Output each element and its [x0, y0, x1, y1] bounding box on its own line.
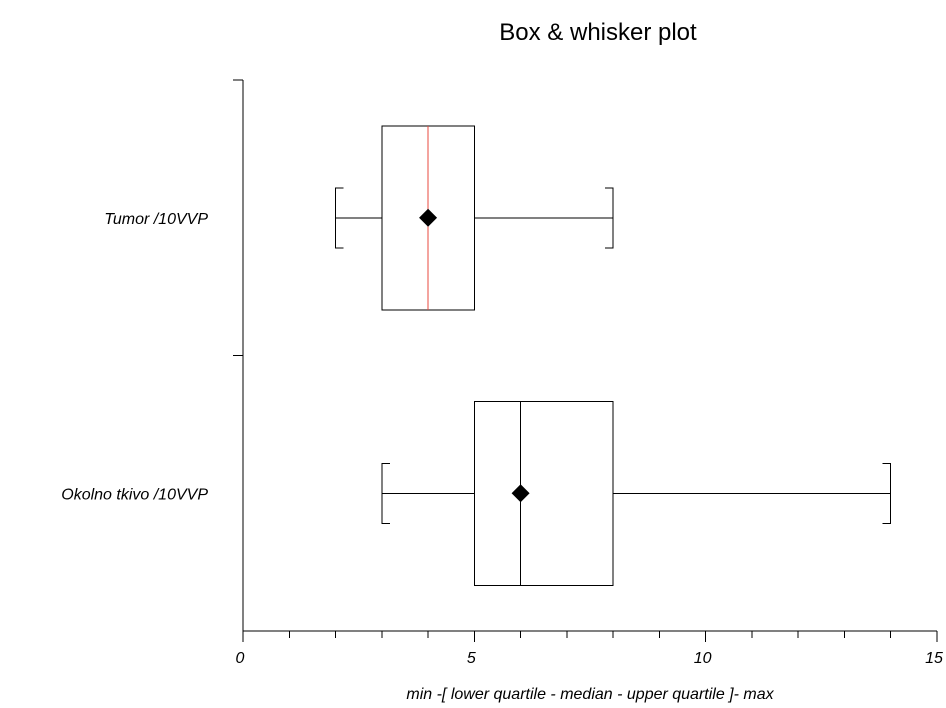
box-group: Tumor /10VVP	[104, 125, 614, 311]
category-label: Tumor /10VVP	[104, 211, 208, 228]
chart-title: Box & whisker plot	[499, 19, 697, 46]
x-tick-label: 15	[925, 650, 943, 667]
max-cap	[882, 462, 892, 524]
x-tick-label: 0	[236, 650, 245, 667]
box-group: Okolno tkivo /10VVP	[61, 400, 892, 586]
plot-area: 0 5 10 15 Tumor /10VVP Okolno tkivo /10VVP	[61, 79, 943, 667]
iqr-box	[473, 400, 614, 586]
max-cap	[605, 187, 614, 249]
x-tick-label: 5	[467, 650, 476, 667]
mean-marker	[419, 208, 438, 227]
category-label: Okolno tkivo /10VVP	[61, 486, 208, 503]
min-cap	[335, 187, 344, 249]
mean-marker	[511, 484, 530, 503]
min-cap	[381, 462, 390, 524]
x-axis-label: min -[ lower quartile - median - upper q…	[406, 686, 774, 703]
x-tick-label: 10	[694, 650, 712, 667]
